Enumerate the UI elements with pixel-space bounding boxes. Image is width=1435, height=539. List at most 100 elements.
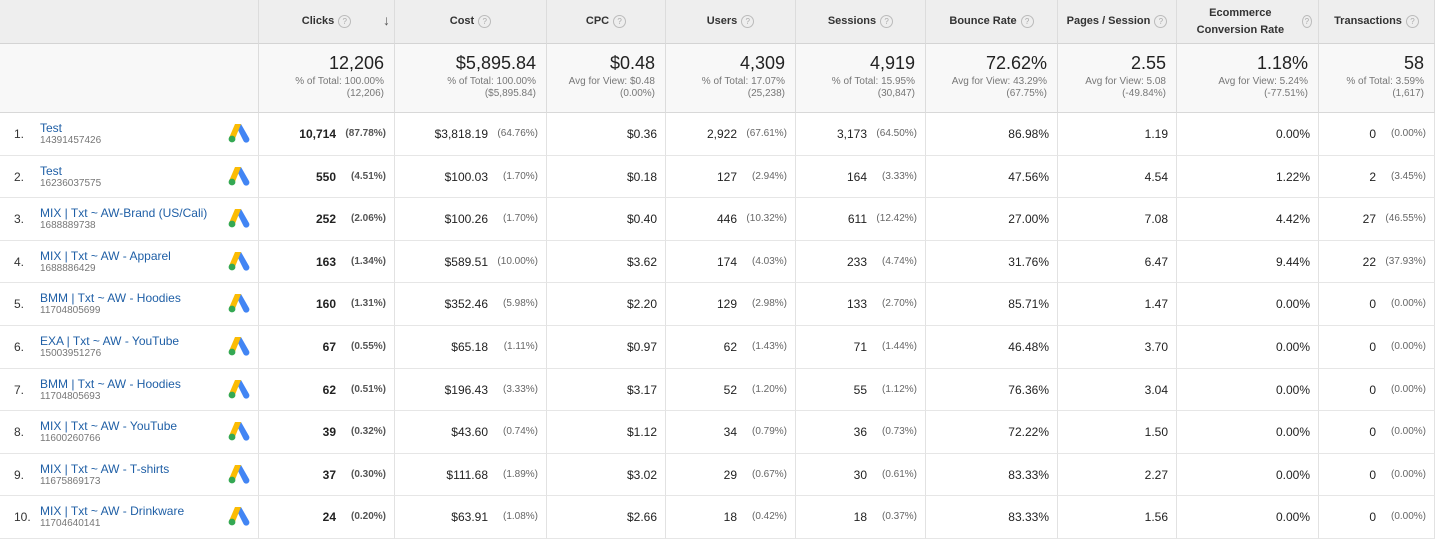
metric-percent: (0.00%) xyxy=(1390,341,1426,352)
help-icon[interactable]: ? xyxy=(880,15,894,28)
campaign-name[interactable]: Test xyxy=(40,163,63,178)
column-header[interactable]: Transactions? xyxy=(1319,0,1435,44)
column-header[interactable]: Cost? xyxy=(395,0,547,44)
metric-value: $1.12 xyxy=(626,425,657,440)
column-header[interactable]: Clicks? ↓ xyxy=(259,0,395,44)
campaign-name[interactable]: MIX | Txt ~ AW-Brand (US/Cali) xyxy=(40,206,208,221)
help-icon[interactable]: ? xyxy=(1020,15,1034,28)
metric-percent: (3.33%) xyxy=(502,383,538,395)
metric-value: 27 xyxy=(1362,212,1376,227)
metric-cell: $3.02 xyxy=(547,453,666,497)
metric-percent: (1.20%) xyxy=(751,383,787,395)
metric-cell: 0.00% xyxy=(1177,368,1319,412)
metric-value: 446 xyxy=(716,212,737,227)
help-icon[interactable]: ? xyxy=(1405,15,1419,28)
metric-value: 0 xyxy=(1369,467,1376,482)
campaign-cell: 5. BMM | Txt ~ AW - Hoodies 11704805699 xyxy=(0,283,259,326)
help-icon[interactable]: ? xyxy=(1301,15,1312,28)
column-header[interactable]: Pages / Session? xyxy=(1058,0,1177,44)
campaign-name[interactable]: MIX | Txt ~ AW - T-shirts xyxy=(40,461,170,476)
metric-percent: (10.00%) xyxy=(497,255,538,267)
total-caption: Avg for View: 43.29% xyxy=(951,76,1047,87)
metric-value: 46.48% xyxy=(1008,340,1049,354)
metric-value: $111.68 xyxy=(446,467,488,482)
metric-value: 10,714 xyxy=(299,127,336,141)
metric-cell: 174 (4.03%) xyxy=(666,240,796,284)
metric-cell: 0 (0.00%) xyxy=(1319,326,1435,369)
metric-cell: $100.03 (1.70%) xyxy=(395,155,547,199)
metric-cell: $100.26 (1.70%) xyxy=(395,198,547,241)
metric-percent: (0.00%) xyxy=(1390,426,1426,438)
help-icon[interactable]: ? xyxy=(613,15,627,28)
metric-cell: $0.36 xyxy=(547,113,666,156)
total-value: 1.18% xyxy=(1256,53,1308,73)
metric-value: $3,818.19 xyxy=(434,127,488,141)
ads-icon xyxy=(228,422,250,441)
help-icon[interactable]: ? xyxy=(741,15,755,28)
metric-value: 3.70 xyxy=(1144,340,1168,354)
help-icon[interactable]: ? xyxy=(338,15,352,28)
help-icon[interactable]: ? xyxy=(478,15,492,28)
metric-cell: 1.47 xyxy=(1058,283,1177,326)
campaign-name[interactable]: MIX | Txt ~ AW - Apparel xyxy=(40,248,171,263)
total-caption: % of Total: 15.95% xyxy=(831,76,915,87)
metric-value: 1.50 xyxy=(1144,425,1168,440)
row-index: 3. xyxy=(14,212,25,227)
metric-cell: 34 (0.79%) xyxy=(666,411,796,454)
metric-cell: 76.36% xyxy=(926,368,1058,412)
column-header[interactable]: Sessions? xyxy=(796,0,926,44)
metric-cell: 0.00% xyxy=(1177,453,1319,497)
campaign-name[interactable]: BMM | Txt ~ AW - Hoodies xyxy=(40,376,181,391)
column-header[interactable]: Ecommerce Conversion Rate? xyxy=(1177,0,1319,44)
metric-cell: 7.08 xyxy=(1058,198,1177,241)
column-header[interactable]: Users? xyxy=(666,0,796,44)
metric-percent: (3.33%) xyxy=(881,170,917,182)
metric-cell: 36 (0.73%) xyxy=(796,411,926,454)
campaign-id: 11704805699 xyxy=(40,305,101,317)
column-header[interactable]: CPC? xyxy=(547,0,666,44)
total-caption: Avg for View: $0.48 xyxy=(568,76,655,87)
help-icon[interactable]: ? xyxy=(1154,15,1168,28)
metric-value: 133 xyxy=(846,297,867,312)
campaign-cell: 1. Test 14391457426 xyxy=(0,113,259,156)
totals-cell: 12,206 % of Total: 100.00% (12,206) xyxy=(259,44,395,113)
metric-percent: (0.79%) xyxy=(751,426,787,438)
ads-icon-wrap xyxy=(228,464,250,489)
metric-value: 160 xyxy=(315,297,336,312)
campaign-name[interactable]: BMM | Txt ~ AW - Hoodies xyxy=(40,291,181,306)
metric-percent: (3.45%) xyxy=(1390,170,1426,182)
campaign-name[interactable]: MIX | Txt ~ AW - YouTube xyxy=(40,419,178,434)
metric-percent: (0.00%) xyxy=(1390,383,1426,395)
metric-value: 83.33% xyxy=(1008,467,1049,482)
metric-percent: (37.93%) xyxy=(1385,255,1426,267)
ads-icon xyxy=(228,464,250,484)
metric-value: $2.66 xyxy=(626,510,657,525)
metric-percent: (67.61%) xyxy=(746,128,787,139)
metric-cell: 133 (2.70%) xyxy=(796,283,926,326)
metric-value: 550 xyxy=(315,169,336,184)
metric-cell: 39 (0.32%) xyxy=(259,411,395,454)
metric-value: 611 xyxy=(847,212,867,227)
metric-cell: 1.19 xyxy=(1058,113,1177,156)
campaign-name[interactable]: MIX | Txt ~ AW - Drinkware xyxy=(40,504,185,519)
metric-percent: (46.55%) xyxy=(1385,213,1426,225)
metric-value: 1.56 xyxy=(1144,510,1168,525)
metric-cell: 30 (0.61%) xyxy=(796,453,926,497)
campaign-name[interactable]: EXA | Txt ~ AW - YouTube xyxy=(40,334,180,348)
column-label: Pages / Session xyxy=(1066,15,1151,27)
metric-cell: 1.22% xyxy=(1177,155,1319,199)
metric-percent: (0.55%) xyxy=(350,341,386,352)
metric-cell: 129 (2.98%) xyxy=(666,283,796,326)
metric-value: 7.08 xyxy=(1144,212,1168,227)
metric-value: 18 xyxy=(723,510,737,525)
total-caption: % of Total: 17.07% xyxy=(701,76,785,87)
campaign-id: 11704805693 xyxy=(40,390,101,402)
column-label: Ecommerce Conversion Rate xyxy=(1196,6,1285,36)
metric-cell: 252 (2.06%) xyxy=(259,198,395,241)
metric-cell: 10,714 (87.78%) xyxy=(259,113,395,156)
metric-cell: 164 (3.33%) xyxy=(796,155,926,199)
metric-cell: 86.98% xyxy=(926,113,1058,156)
column-header[interactable]: Bounce Rate? xyxy=(926,0,1058,44)
sort-arrow[interactable]: ↓ xyxy=(383,12,390,28)
campaign-name[interactable]: Test xyxy=(40,121,63,135)
